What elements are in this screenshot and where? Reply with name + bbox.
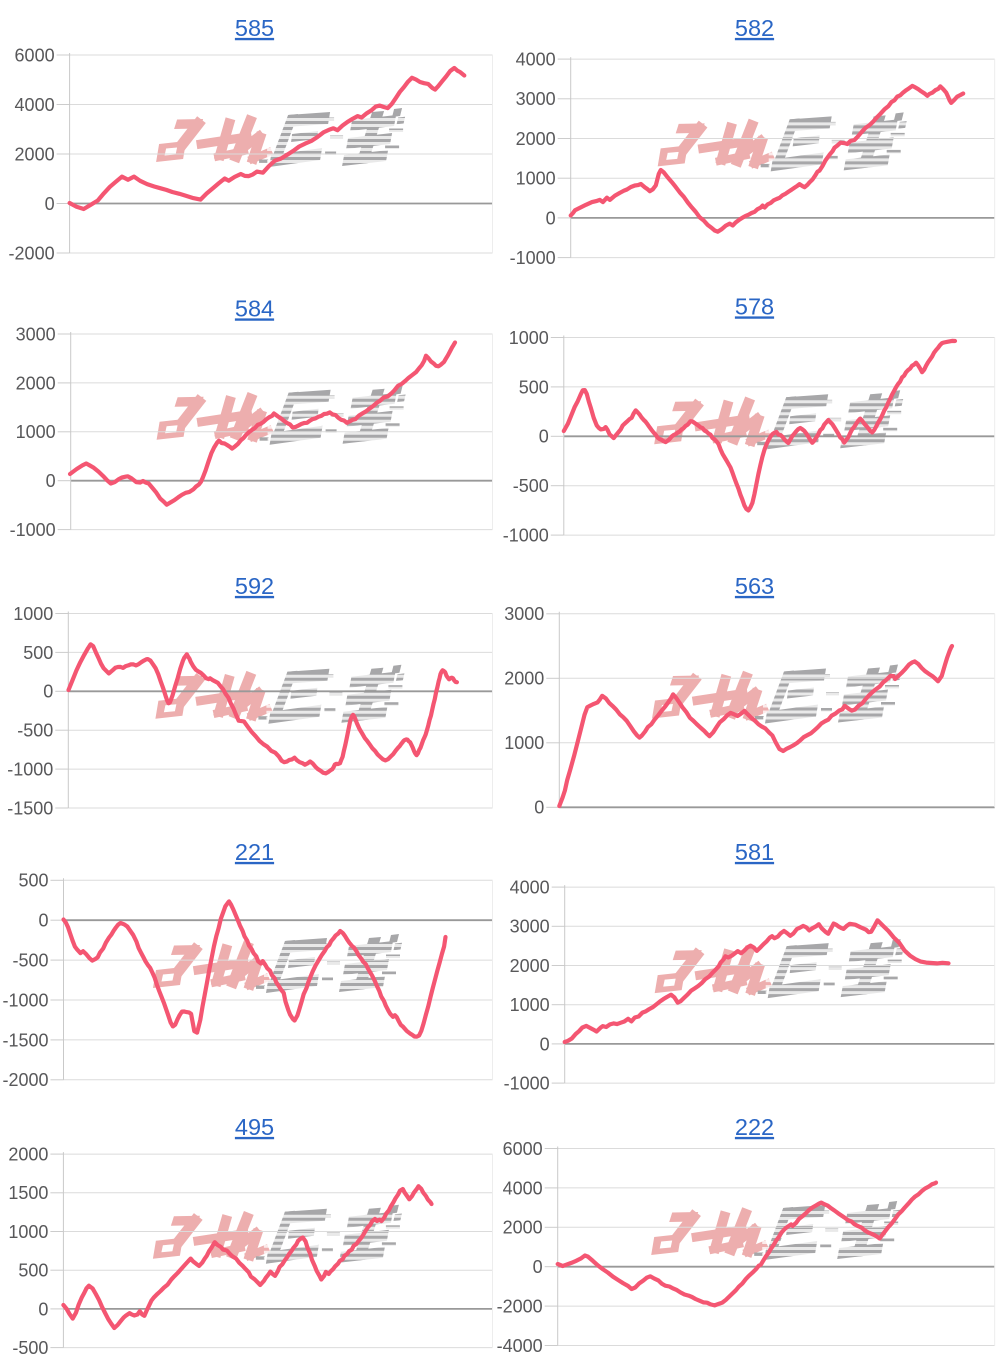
svg-text:1000: 1000 [509,328,549,348]
svg-text:1000: 1000 [8,1222,48,1242]
svg-text:2000: 2000 [16,373,56,393]
svg-text:-2000: -2000 [2,1070,48,1090]
svg-text:221: 221 [235,839,274,865]
svg-text:2000: 2000 [8,1145,48,1165]
svg-text:2000: 2000 [504,669,544,689]
svg-text:2000: 2000 [503,1218,543,1238]
svg-text:500: 500 [23,643,53,663]
svg-text:-500: -500 [12,1338,48,1358]
svg-text:-500: -500 [12,951,48,971]
svg-text:-2000: -2000 [9,243,55,263]
svg-text:592: 592 [235,573,274,599]
svg-text:0: 0 [540,1034,550,1054]
svg-text:2000: 2000 [510,956,550,976]
svg-text:0: 0 [46,471,56,491]
svg-text:0: 0 [43,682,53,702]
svg-text:-2000: -2000 [497,1297,543,1317]
svg-text:0: 0 [539,427,549,447]
svg-text:585: 585 [235,15,274,41]
svg-text:4000: 4000 [503,1178,543,1198]
svg-text:1000: 1000 [510,995,550,1015]
svg-text:581: 581 [735,839,774,865]
svg-text:0: 0 [38,911,48,931]
svg-text:578: 578 [735,293,774,319]
svg-text:1500: 1500 [8,1183,48,1203]
svg-text:6000: 6000 [15,45,55,65]
svg-text:1000: 1000 [504,733,544,753]
svg-text:500: 500 [18,1261,48,1281]
svg-text:2000: 2000 [516,129,556,149]
svg-text:4000: 4000 [15,95,55,115]
svg-text:6000: 6000 [503,1139,543,1159]
svg-text:-1000: -1000 [504,1074,550,1094]
svg-text:3000: 3000 [504,604,544,624]
svg-text:563: 563 [735,573,774,599]
svg-text:3000: 3000 [510,917,550,937]
svg-text:4000: 4000 [516,50,556,70]
svg-text:-1000: -1000 [510,248,556,268]
svg-text:0: 0 [533,1257,543,1277]
svg-text:0: 0 [534,798,544,818]
svg-text:495: 495 [235,1114,274,1140]
svg-text:222: 222 [735,1114,774,1140]
svg-text:4000: 4000 [510,878,550,898]
svg-text:-1500: -1500 [2,1030,48,1050]
svg-text:1000: 1000 [13,604,53,624]
svg-text:-1500: -1500 [7,798,53,818]
svg-text:0: 0 [546,208,556,228]
svg-text:-1000: -1000 [503,526,549,546]
svg-text:0: 0 [38,1299,48,1319]
svg-text:582: 582 [735,15,774,41]
svg-text:0: 0 [45,194,55,214]
svg-text:-500: -500 [17,721,53,741]
svg-text:-4000: -4000 [497,1336,543,1356]
svg-text:-1000: -1000 [7,760,53,780]
svg-text:3000: 3000 [516,89,556,109]
svg-text:584: 584 [235,295,274,321]
svg-text:500: 500 [519,377,549,397]
svg-text:-500: -500 [513,476,549,496]
svg-text:1000: 1000 [516,169,556,189]
svg-text:-1000: -1000 [2,990,48,1010]
svg-text:3000: 3000 [16,324,56,344]
svg-text:1000: 1000 [16,422,56,442]
svg-text:500: 500 [18,871,48,891]
svg-text:-1000: -1000 [10,520,56,540]
svg-text:2000: 2000 [15,144,55,164]
